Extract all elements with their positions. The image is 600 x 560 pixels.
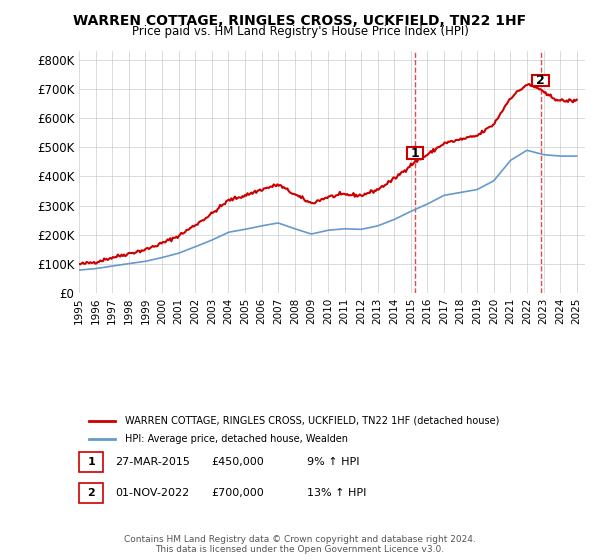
Text: 2: 2: [536, 74, 545, 87]
Text: 13% ↑ HPI: 13% ↑ HPI: [307, 488, 367, 498]
FancyBboxPatch shape: [532, 74, 549, 86]
Text: 2: 2: [87, 488, 95, 498]
Text: Contains HM Land Registry data © Crown copyright and database right 2024.
This d: Contains HM Land Registry data © Crown c…: [124, 535, 476, 554]
Text: 1: 1: [410, 147, 419, 160]
Text: HPI: Average price, detached house, Wealden: HPI: Average price, detached house, Weal…: [125, 434, 347, 444]
Text: £700,000: £700,000: [211, 488, 264, 498]
Text: 1: 1: [87, 457, 95, 467]
Text: WARREN COTTAGE, RINGLES CROSS, UCKFIELD, TN22 1HF: WARREN COTTAGE, RINGLES CROSS, UCKFIELD,…: [73, 14, 527, 28]
Text: WARREN COTTAGE, RINGLES CROSS, UCKFIELD, TN22 1HF (detached house): WARREN COTTAGE, RINGLES CROSS, UCKFIELD,…: [125, 416, 499, 426]
Text: Price paid vs. HM Land Registry's House Price Index (HPI): Price paid vs. HM Land Registry's House …: [131, 25, 469, 38]
Text: £450,000: £450,000: [211, 457, 264, 467]
Text: 27-MAR-2015: 27-MAR-2015: [115, 457, 190, 467]
Text: 01-NOV-2022: 01-NOV-2022: [115, 488, 190, 498]
Text: 9% ↑ HPI: 9% ↑ HPI: [307, 457, 359, 467]
FancyBboxPatch shape: [407, 147, 423, 159]
